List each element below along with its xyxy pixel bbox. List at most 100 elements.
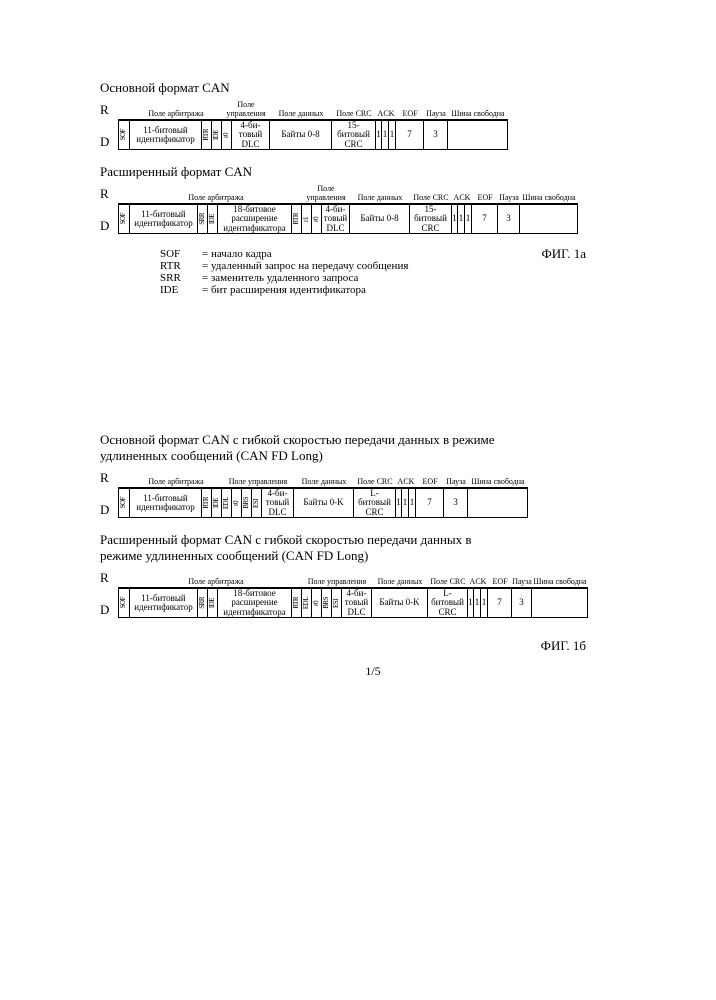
frame-cell: 1	[465, 204, 472, 234]
frame-cell: r0	[222, 120, 232, 150]
header-cell: Шина свободна	[520, 186, 578, 204]
spacer	[100, 302, 646, 432]
legend-value: = бит расширения идентификатора	[202, 284, 366, 296]
frame-cell: 1	[382, 120, 389, 150]
d-label: D	[100, 134, 114, 150]
frame-cell: 1	[458, 204, 465, 234]
frame-cell: 11-битовый идентификатор	[130, 488, 202, 518]
frame-extended-inner: Поле арбитражаПоле управленияПоле данных…	[118, 186, 578, 234]
frame-cell: r0	[312, 588, 322, 618]
legend-value: = удаленный запрос на передачу сообщения	[202, 260, 408, 272]
frame-cell: RTR	[202, 488, 212, 518]
frame-cell: BRS	[242, 488, 252, 518]
frame-cell: Байты 0-K	[294, 488, 354, 518]
d-label: D	[100, 602, 114, 618]
frame-cell: L-битовый CRC	[354, 488, 396, 518]
rd-extended: R D	[100, 186, 114, 234]
frame-cell: ESI	[252, 488, 262, 518]
frame-cell: RTR	[202, 120, 212, 150]
header-cell: Поле арбитража	[130, 570, 302, 588]
frame-cell: RTR	[292, 204, 302, 234]
frame-cell: 11-битовый идентификатор	[130, 120, 202, 150]
frame-cell: 7	[488, 588, 512, 618]
header-cell	[118, 570, 130, 588]
frame-basic: R D Поле арбитражаПоле управленияПоле да…	[100, 102, 646, 150]
frame-cell: L-битовый CRC	[428, 588, 468, 618]
frame-cell: SOF	[118, 204, 130, 234]
page-number: 1/5	[100, 664, 646, 679]
cells-extended: SOF11-битовый идентификаторSRRIDE18-бито…	[118, 204, 578, 234]
frame-cell: IDE	[212, 488, 222, 518]
rd-fd-extended: R D	[100, 570, 114, 618]
header-cell: ACK	[452, 186, 472, 204]
r-label: R	[100, 470, 114, 486]
header-cell: Поле управления	[222, 470, 294, 488]
header-cell: ACK	[396, 470, 416, 488]
rd-basic: R D	[100, 102, 114, 150]
header-cell: Поле данных	[270, 102, 332, 120]
header-cell: Поле арбитража	[130, 186, 302, 204]
frame-cell: Байты 0-8	[350, 204, 410, 234]
frame-cell	[532, 588, 588, 618]
frame-cell: r0	[312, 204, 322, 234]
frame-cell: 3	[512, 588, 532, 618]
headers-extended: Поле арбитражаПоле управленияПоле данных…	[118, 186, 578, 204]
title-extended: Расширенный формат CAN	[100, 164, 646, 180]
frame-cell: 18-битовое расширение идентификатора	[218, 588, 292, 618]
frame-cell: 3	[444, 488, 468, 518]
frame-cell: 15-битовый CRC	[332, 120, 376, 150]
r-label: R	[100, 186, 114, 202]
legend-key: SRR	[160, 272, 202, 284]
frame-cell: Байты 0-K	[372, 588, 428, 618]
header-cell	[118, 186, 130, 204]
frame-cell: 7	[416, 488, 444, 518]
frame-fd-basic-inner: Поле арбитражаПоле управленияПоле данных…	[118, 470, 528, 518]
header-cell: Поле управления	[302, 186, 350, 204]
header-cell: Поле арбитража	[130, 470, 222, 488]
header-cell: Пауза	[498, 186, 520, 204]
frame-cell: RTR	[292, 588, 302, 618]
frame-cell: 4-би-товый DLC	[232, 120, 270, 150]
headers-fd-extended: Поле арбитражаПоле управленияПоле данных…	[118, 570, 588, 588]
header-cell: ACK	[376, 102, 396, 120]
header-cell: ACK	[468, 570, 488, 588]
legend-row: SRR= заменитель удаленного запроса	[160, 272, 646, 284]
header-cell: Поле CRC	[332, 102, 376, 120]
frame-cell: 18-битовое расширение идентификатора	[218, 204, 292, 234]
r-label: R	[100, 570, 114, 586]
frame-cell: 4-би-товый DLC	[342, 588, 372, 618]
header-cell: Шина свободна	[448, 102, 508, 120]
frame-cell	[448, 120, 508, 150]
header-cell: Поле CRC	[410, 186, 452, 204]
header-cell: Поле данных	[294, 470, 354, 488]
frame-cell: EDL	[302, 588, 312, 618]
headers-fd-basic: Поле арбитражаПоле управленияПоле данных…	[118, 470, 528, 488]
frame-cell: SOF	[118, 120, 130, 150]
frame-cell: BRS	[322, 588, 332, 618]
header-cell: Поле CRC	[354, 470, 396, 488]
frame-cell: 11-битовый идентификатор	[130, 204, 198, 234]
header-cell	[118, 102, 130, 120]
cells-fd-extended: SOF11-битовый идентификаторSRRIDE18-бито…	[118, 588, 588, 618]
rd-fd-basic: R D	[100, 470, 114, 518]
header-cell: Пауза	[512, 570, 532, 588]
r-label: R	[100, 102, 114, 118]
header-cell: Поле управления	[302, 570, 372, 588]
frame-cell: EDL	[222, 488, 232, 518]
legend-value: = начало кадра	[202, 248, 272, 260]
frame-cell: 4-би-товый DLC	[262, 488, 294, 518]
legend-key: RTR	[160, 260, 202, 272]
frame-fd-extended-inner: Поле арбитражаПоле управленияПоле данных…	[118, 570, 588, 618]
header-cell: Поле CRC	[428, 570, 468, 588]
frame-cell: SOF	[118, 488, 130, 518]
frame-cell: IDE	[208, 588, 218, 618]
frame-cell: IDE	[212, 120, 222, 150]
title-fd-extended: Расширенный формат CAN с гибкой скорость…	[100, 532, 500, 564]
frame-cell: 4-би-товый DLC	[322, 204, 350, 234]
frame-cell: 7	[396, 120, 424, 150]
frame-cell: 15-битовый CRC	[410, 204, 452, 234]
frame-cell: SOF	[118, 588, 130, 618]
frame-cell: 1	[481, 588, 488, 618]
frame-cell: 1	[402, 488, 409, 518]
frame-extended: R D Поле арбитражаПоле управленияПоле да…	[100, 186, 646, 234]
